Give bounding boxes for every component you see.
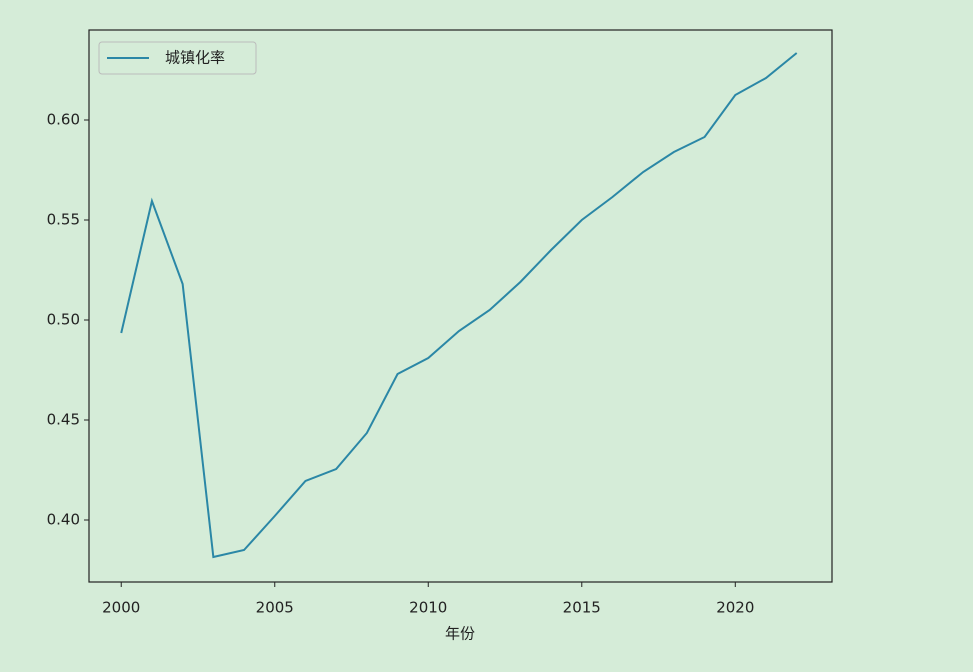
plot-frame — [88, 29, 833, 583]
x-tick-label: 2020 — [716, 599, 754, 617]
legend-box — [98, 41, 257, 75]
y-tick-label: 0.50 — [47, 311, 80, 329]
x-tick-label: 2015 — [563, 599, 601, 617]
y-tick-label: 0.45 — [47, 411, 80, 429]
data-line — [120, 52, 798, 559]
x-axis-label: 年份 — [445, 625, 475, 643]
y-tick-label: 0.60 — [47, 111, 80, 129]
y-tick-label: 0.55 — [47, 211, 80, 229]
x-tick-label: 2005 — [256, 599, 294, 617]
x-tick-label: 2000 — [102, 599, 140, 617]
y-tick-label: 0.40 — [47, 511, 80, 529]
legend-label: 城镇化率 — [165, 49, 225, 67]
x-tick-label: 2010 — [409, 599, 447, 617]
